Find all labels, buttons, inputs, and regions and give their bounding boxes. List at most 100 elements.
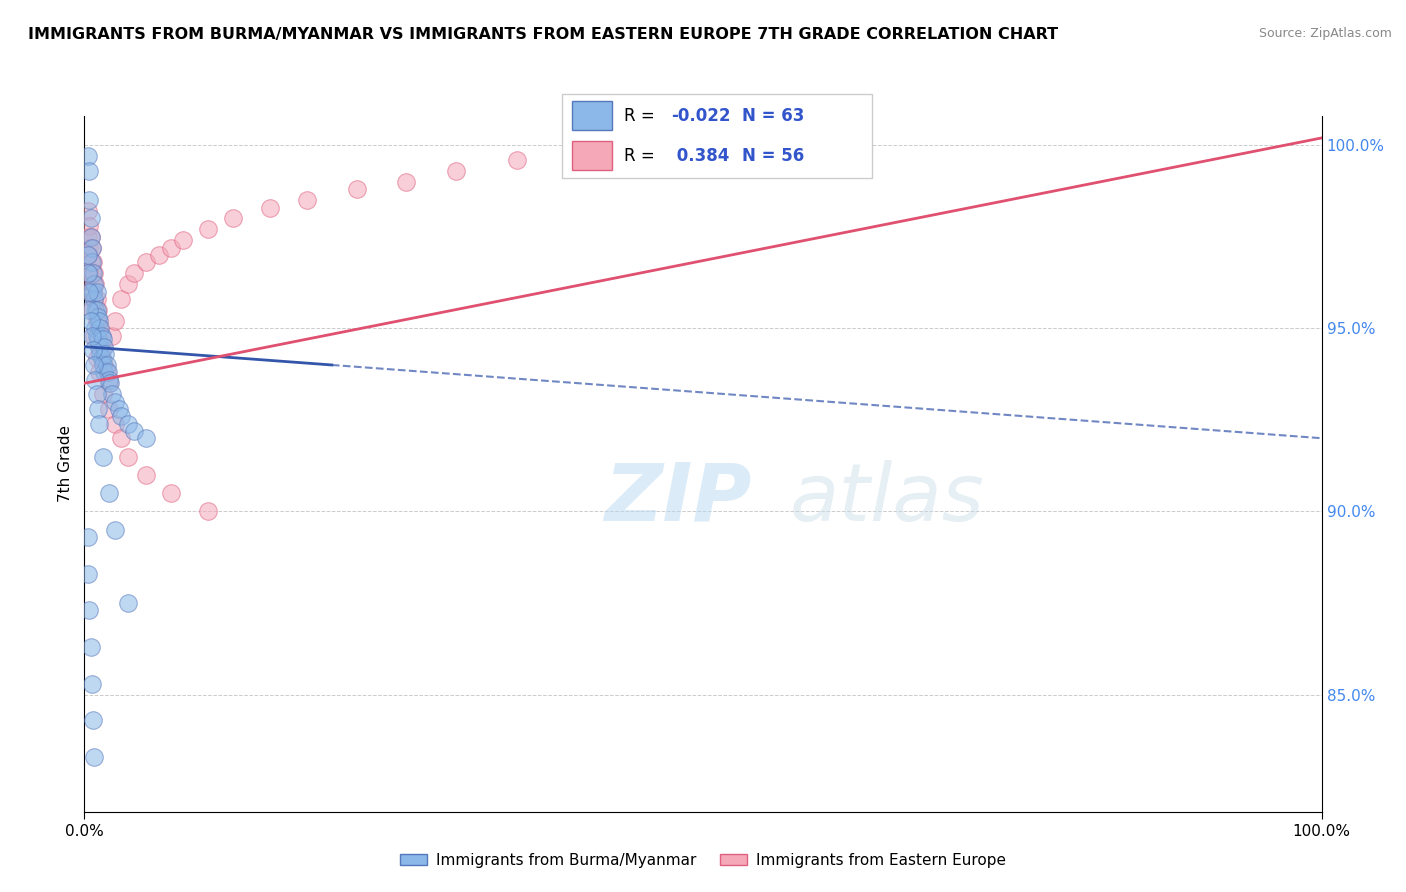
Point xyxy=(77,149,100,163)
Point xyxy=(93,365,115,379)
Point xyxy=(160,241,183,255)
Text: R =: R = xyxy=(624,146,661,164)
Point xyxy=(83,292,105,306)
Point xyxy=(79,285,101,299)
Point xyxy=(83,749,105,764)
Point xyxy=(84,303,107,318)
Point xyxy=(77,204,100,219)
Point xyxy=(77,229,100,244)
Point xyxy=(295,193,318,207)
Point xyxy=(84,373,107,387)
Point xyxy=(83,267,105,281)
Point xyxy=(77,248,100,262)
Point xyxy=(91,340,114,354)
Text: -0.022: -0.022 xyxy=(671,107,730,125)
Point xyxy=(110,431,132,445)
Point xyxy=(98,486,121,500)
Point xyxy=(79,241,101,255)
Point xyxy=(79,640,101,654)
Point xyxy=(259,201,281,215)
Point xyxy=(87,401,110,416)
Point xyxy=(79,229,101,244)
Point xyxy=(80,267,103,281)
Point xyxy=(98,376,121,391)
Point xyxy=(122,267,145,281)
Point xyxy=(80,255,103,269)
Point xyxy=(89,340,111,354)
Point xyxy=(93,358,115,372)
Point xyxy=(96,358,118,372)
Point xyxy=(77,248,100,262)
Point xyxy=(91,358,114,372)
Point xyxy=(89,347,111,361)
Point xyxy=(148,248,170,262)
Point xyxy=(100,328,122,343)
Text: 0.384: 0.384 xyxy=(671,146,730,164)
Point xyxy=(82,267,104,281)
Point xyxy=(79,314,101,328)
FancyBboxPatch shape xyxy=(562,94,872,178)
Point xyxy=(79,193,101,207)
Point xyxy=(86,303,108,318)
Point xyxy=(89,417,111,431)
Point xyxy=(89,321,111,335)
Point xyxy=(79,285,101,299)
Point xyxy=(98,373,121,387)
Point xyxy=(79,219,101,233)
Point xyxy=(80,676,103,690)
Point xyxy=(77,530,100,544)
Point xyxy=(79,303,101,318)
Point xyxy=(82,277,104,292)
Point xyxy=(135,467,157,482)
Point xyxy=(86,314,108,328)
Point xyxy=(87,310,110,325)
Point xyxy=(79,603,101,617)
Point xyxy=(87,332,110,346)
Point xyxy=(89,314,111,328)
Point xyxy=(172,234,194,248)
Point xyxy=(100,387,122,401)
Point xyxy=(79,229,101,244)
Point xyxy=(197,504,219,518)
Point xyxy=(117,417,139,431)
Point xyxy=(117,450,139,464)
Point xyxy=(122,424,145,438)
Point xyxy=(86,328,108,343)
Point xyxy=(117,596,139,610)
Text: N = 56: N = 56 xyxy=(742,146,804,164)
Point xyxy=(395,175,418,189)
Point xyxy=(80,303,103,318)
Point xyxy=(89,340,111,354)
Point xyxy=(135,255,157,269)
Point xyxy=(94,347,117,361)
Point xyxy=(104,394,127,409)
Point xyxy=(91,387,114,401)
Point xyxy=(83,292,105,306)
Point xyxy=(506,153,529,167)
Point xyxy=(160,486,183,500)
Point xyxy=(108,401,131,416)
Point xyxy=(89,321,111,335)
Point xyxy=(135,431,157,445)
Text: R =: R = xyxy=(624,107,661,125)
Point xyxy=(79,255,101,269)
Point xyxy=(89,328,111,343)
Point xyxy=(110,292,132,306)
Point xyxy=(91,332,114,346)
FancyBboxPatch shape xyxy=(572,141,612,169)
Point xyxy=(84,321,107,335)
Text: Source: ZipAtlas.com: Source: ZipAtlas.com xyxy=(1258,27,1392,40)
Point xyxy=(83,277,105,292)
Point xyxy=(97,365,120,379)
Text: ZIP: ZIP xyxy=(605,459,751,538)
Text: N = 63: N = 63 xyxy=(742,107,804,125)
Point xyxy=(80,328,103,343)
Point xyxy=(98,376,121,391)
Point xyxy=(82,713,104,727)
Point xyxy=(79,211,101,226)
Point xyxy=(222,211,245,226)
Point xyxy=(346,182,368,196)
Point xyxy=(86,351,108,365)
Point xyxy=(90,351,112,365)
Point xyxy=(83,328,105,343)
